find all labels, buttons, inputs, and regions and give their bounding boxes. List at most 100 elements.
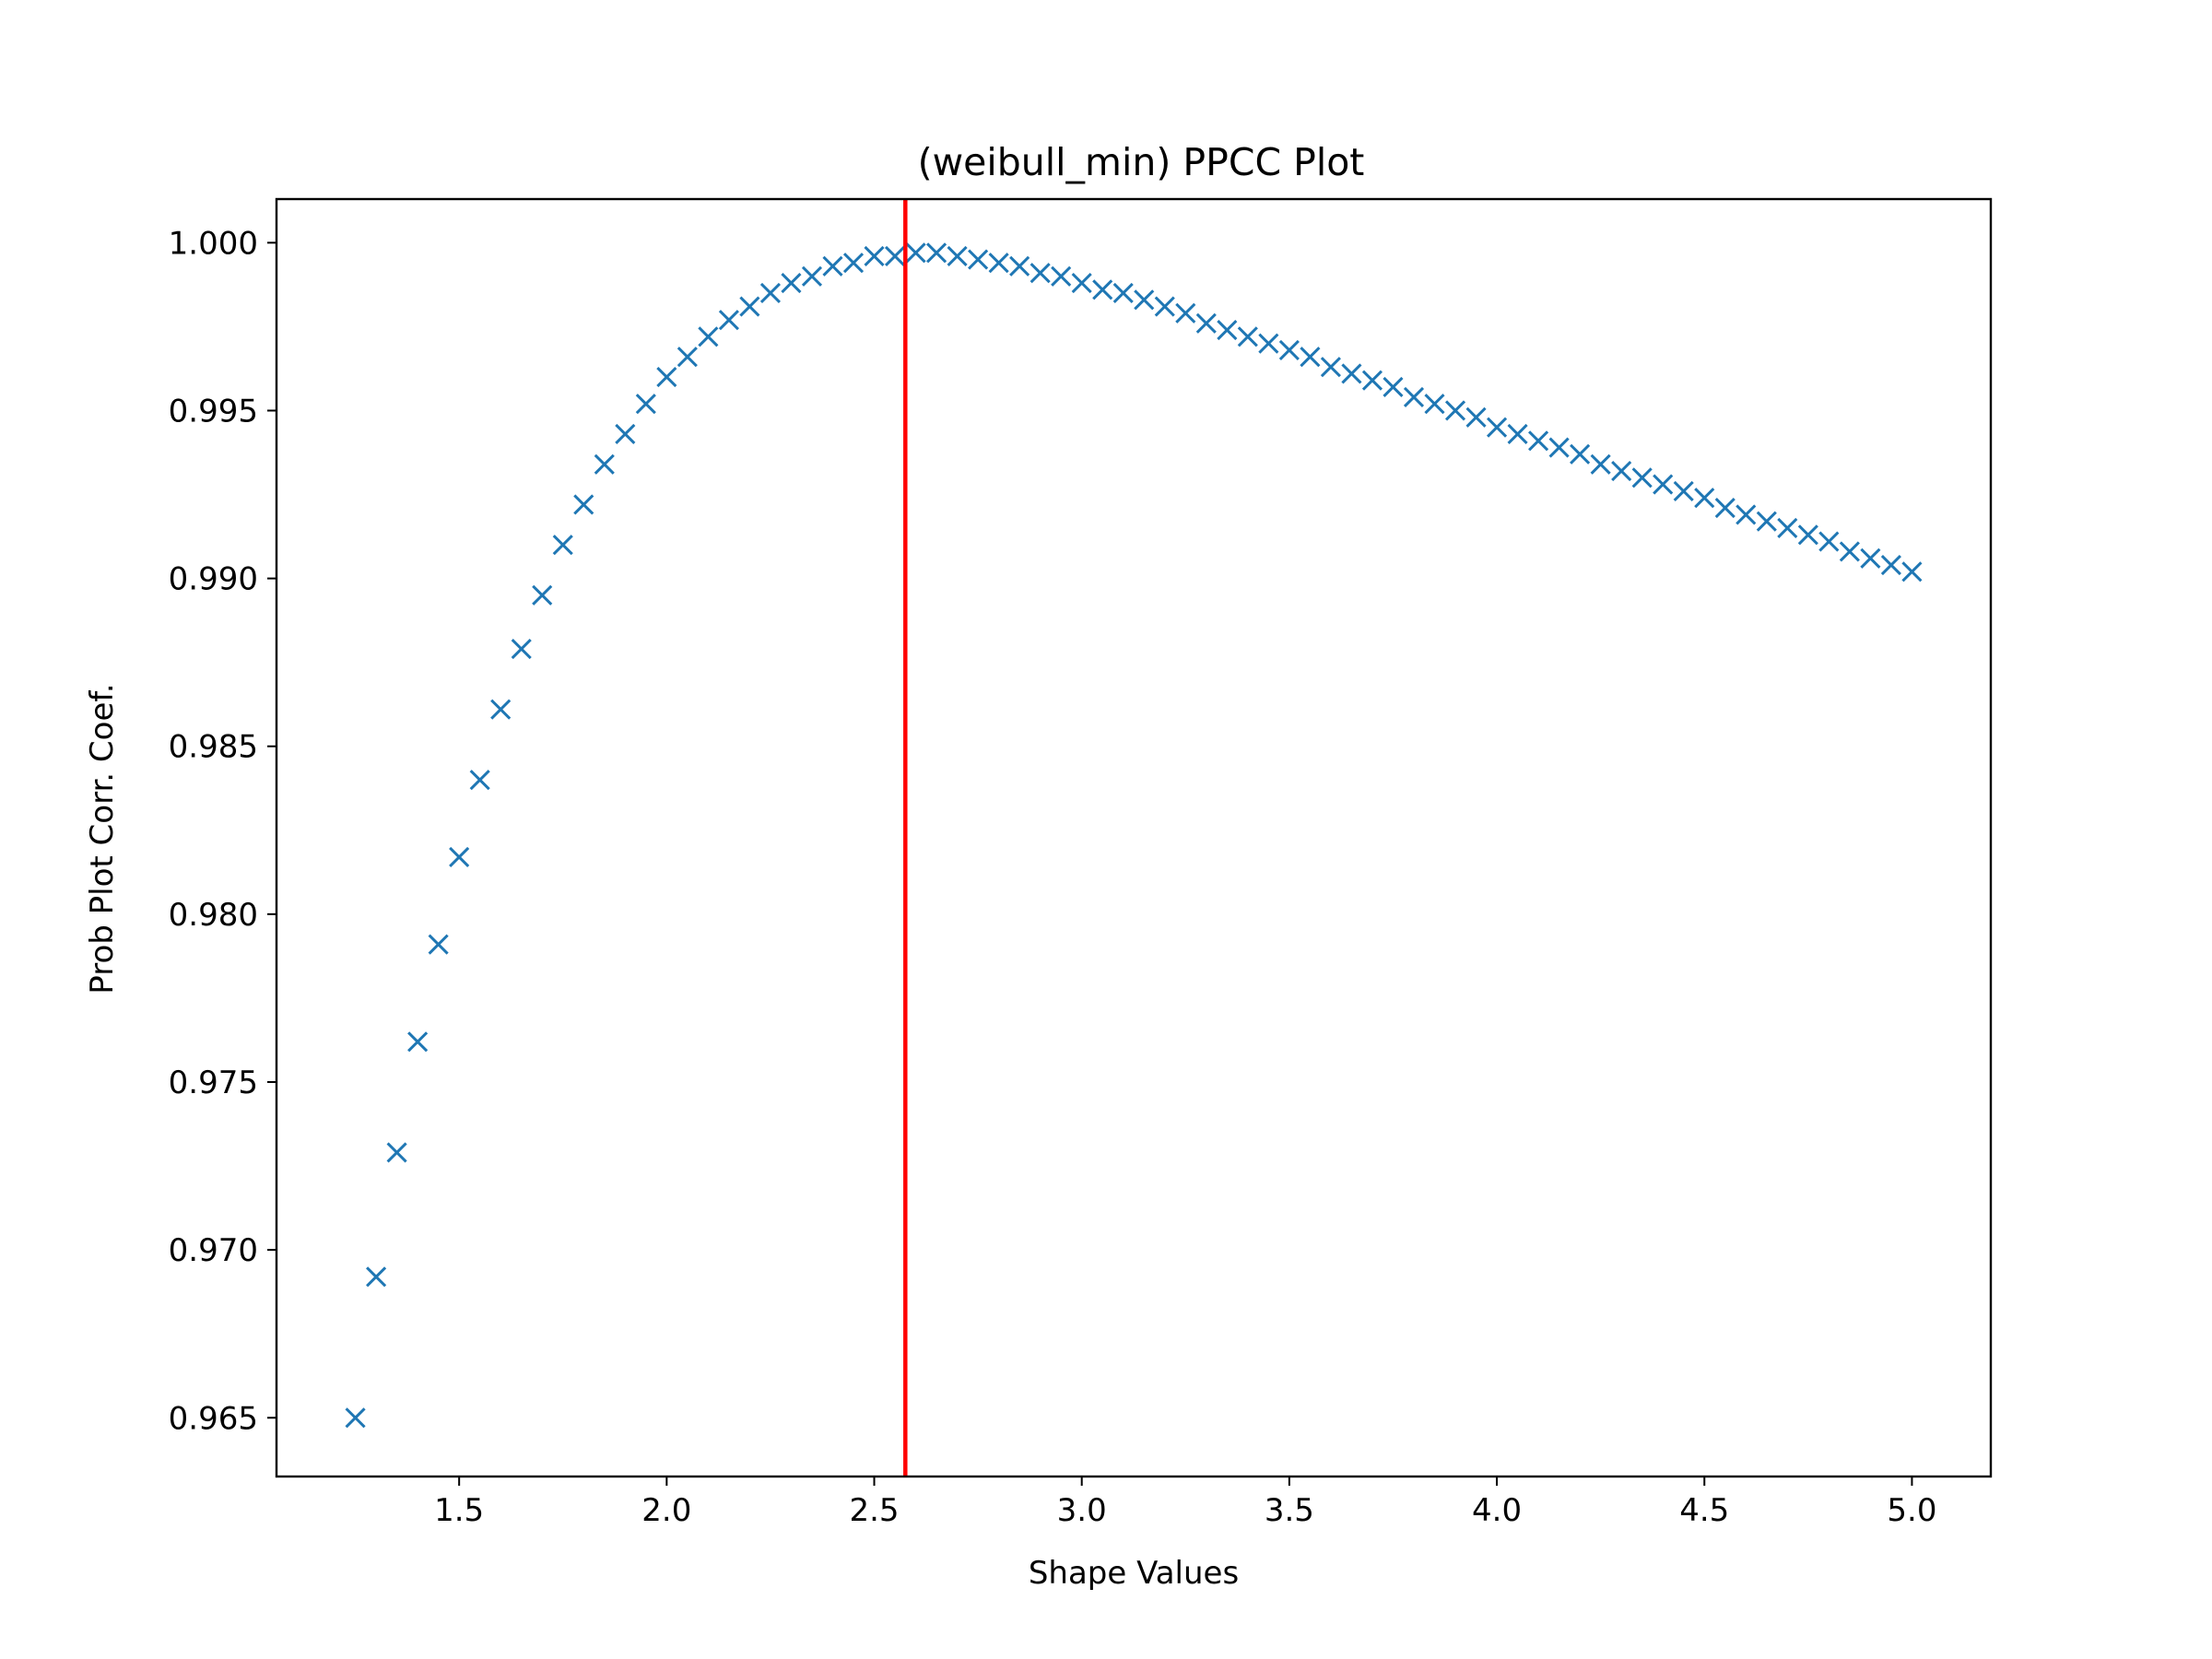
data-point (1382, 376, 1404, 398)
data-point (386, 1142, 407, 1163)
data-point (490, 699, 512, 720)
data-point (1217, 319, 1238, 341)
data-point (1175, 302, 1196, 324)
data-point (1901, 561, 1923, 582)
data-point (1341, 363, 1362, 384)
data-point (781, 273, 802, 294)
y-tick-label: 0.975 (169, 1065, 258, 1101)
data-point (1237, 326, 1258, 347)
y-tick-label: 0.985 (169, 729, 258, 766)
x-tick-label: 4.0 (1472, 1492, 1522, 1529)
y-tick-label: 1.000 (169, 225, 258, 262)
data-point (947, 245, 968, 266)
y-tick-label: 0.990 (169, 561, 258, 598)
data-point (1797, 524, 1818, 546)
data-point (1320, 357, 1341, 378)
data-point (594, 453, 615, 475)
data-point (842, 253, 865, 274)
data-point (449, 846, 470, 868)
data-point (1300, 347, 1321, 368)
x-tick-label: 2.5 (849, 1492, 899, 1529)
data-point (1777, 517, 1798, 539)
data-point (1714, 498, 1735, 519)
data-point (656, 366, 677, 388)
data-point (864, 245, 885, 266)
data-point (1673, 480, 1694, 501)
data-point (968, 249, 989, 270)
data-point (1009, 255, 1030, 276)
data-point (469, 770, 490, 791)
data-point (1030, 263, 1051, 284)
y-axis-label: Prob Plot Corr. Coef. (84, 683, 121, 994)
data-point (1818, 531, 1840, 552)
data-point (345, 1407, 366, 1429)
data-point (1880, 554, 1901, 576)
x-tick-label: 4.5 (1679, 1492, 1729, 1529)
data-point (1112, 282, 1134, 304)
data-point (698, 326, 719, 347)
y-tick-label: 0.965 (169, 1400, 258, 1437)
data-point (1424, 394, 1445, 415)
data-point (407, 1031, 429, 1053)
data-point (1590, 453, 1611, 475)
data-point (1361, 370, 1383, 391)
data-point (1860, 547, 1881, 569)
data-point (1403, 386, 1425, 407)
data-point (1756, 511, 1777, 532)
data-point (718, 310, 739, 331)
data-point (905, 242, 926, 264)
data-point (677, 347, 698, 368)
x-tick-label: 5.0 (1887, 1492, 1936, 1529)
y-axis: 0.965 0.970 0.975 0.980 0.985 0.990 0.995 1.000 (169, 225, 276, 1437)
data-point (511, 639, 532, 660)
data-point (1653, 474, 1674, 495)
data-point (552, 535, 573, 556)
data-point (1548, 437, 1570, 458)
data-point (1258, 333, 1279, 354)
data-point (1735, 504, 1757, 525)
x-tick-label: 3.0 (1057, 1492, 1107, 1529)
y-tick-label: 0.970 (169, 1232, 258, 1269)
data-point (615, 423, 636, 445)
data-point (1611, 460, 1632, 482)
data-point (1631, 467, 1653, 488)
data-point (759, 282, 781, 304)
data-point (1839, 541, 1860, 562)
data-point (1570, 443, 1591, 465)
data-point (1051, 265, 1072, 287)
data-point (1444, 400, 1466, 421)
data-point (739, 296, 760, 317)
x-axis-label: Shape Values (1029, 1555, 1239, 1592)
data-point (1134, 289, 1155, 311)
data-point (532, 584, 553, 606)
data-point (1487, 417, 1508, 438)
data-point (1195, 312, 1217, 334)
data-point (428, 934, 449, 955)
data-point (1154, 296, 1175, 317)
data-point (884, 245, 906, 266)
data-point (1465, 406, 1487, 428)
data-point (988, 253, 1009, 274)
data-point (1092, 279, 1113, 300)
y-tick-label: 0.995 (169, 393, 258, 429)
axes-frame (275, 197, 1993, 1478)
x-axis: 1.5 2.0 2.5 3.0 3.5 4.0 4.5 5.0 (434, 1477, 1936, 1529)
chart-title: (weibull_min) PPCC Plot (918, 140, 1365, 184)
y-tick-label: 0.980 (169, 897, 258, 934)
data-point (801, 265, 823, 287)
data-point (1528, 430, 1549, 452)
data-point (1507, 423, 1528, 445)
x-tick-label: 2.0 (641, 1492, 691, 1529)
data-point (366, 1266, 387, 1288)
data-point (573, 494, 594, 515)
x-tick-label: 1.5 (434, 1492, 484, 1529)
data-point (1278, 339, 1300, 360)
data-point (926, 242, 947, 264)
data-point (822, 255, 843, 276)
data-point (635, 394, 656, 415)
data-point (1071, 273, 1092, 294)
plot-area (345, 199, 1923, 1477)
data-point (1694, 488, 1715, 509)
